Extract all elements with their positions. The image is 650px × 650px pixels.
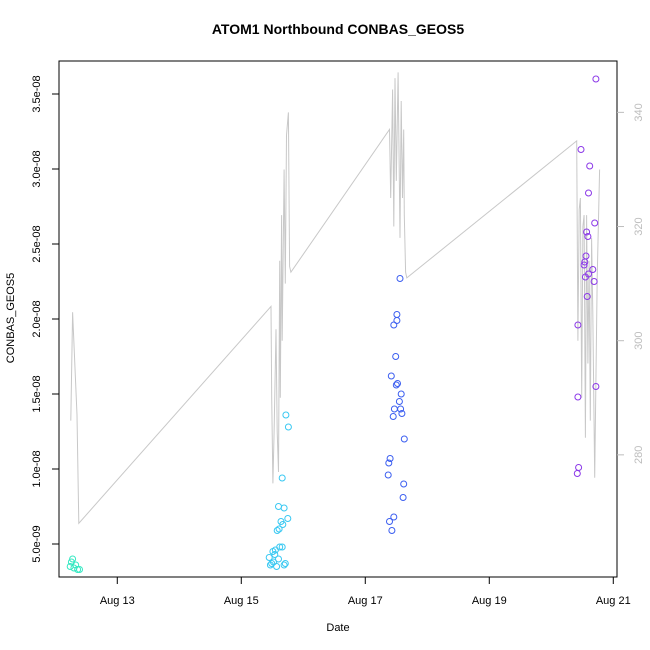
data-point (74, 566, 82, 573)
x-axis: Aug 13 Aug 15 Aug 17 Aug 19 Aug 21 (100, 576, 631, 607)
x-tick-label: Aug 13 (100, 595, 135, 607)
data-point (574, 321, 582, 329)
data-point (386, 455, 394, 462)
secondary-series-line-group (70, 72, 601, 525)
data-point (390, 513, 398, 521)
data-point (72, 561, 80, 569)
x-tick-label: Aug 19 (472, 595, 507, 607)
data-point (583, 293, 591, 300)
y-tick-label: 2.5e-08 (31, 225, 43, 262)
secondary-series-line (70, 72, 601, 525)
data-point (275, 503, 282, 510)
y-tick-label: 2.0e-08 (31, 300, 43, 337)
data-point (590, 278, 598, 285)
data-point (589, 266, 597, 273)
data-point (396, 275, 404, 282)
scatter-points-group (66, 75, 600, 573)
y-axis: 5.0e-09 1.0e-08 1.5e-08 2.0e-08 2.5e-08 3.0e-… (31, 75, 59, 563)
data-point (583, 228, 591, 236)
data-point (397, 405, 405, 413)
data-point (390, 405, 398, 413)
y2-tick-label: 280 (633, 446, 645, 464)
data-point (400, 435, 408, 443)
data-point (275, 555, 282, 563)
data-point (573, 470, 581, 477)
data-point (585, 270, 592, 278)
data-point (575, 464, 583, 471)
data-point (577, 146, 585, 153)
data-point (574, 393, 582, 401)
data-point (384, 471, 392, 479)
y2-tick-label: 320 (633, 217, 645, 235)
data-point (275, 525, 283, 533)
data-point (281, 560, 289, 567)
y-tick-label: 1.5e-08 (31, 375, 43, 412)
x-tick-label: Aug 21 (596, 595, 631, 607)
data-point (268, 560, 276, 567)
data-point (582, 252, 590, 260)
secondary-y-axis: 280 300 320 340 (617, 103, 645, 464)
data-point (273, 563, 281, 570)
data-point (278, 543, 286, 551)
x-tick-label: Aug 15 (224, 595, 259, 607)
data-point (273, 527, 281, 534)
data-point (393, 311, 401, 318)
data-point (284, 423, 292, 431)
data-point (398, 410, 406, 417)
data-point (392, 381, 400, 389)
data-point (400, 480, 408, 488)
data-point (386, 518, 393, 525)
data-point (585, 189, 592, 197)
data-point (393, 317, 401, 324)
plot-frame (58, 60, 618, 578)
data-point (397, 390, 405, 398)
data-point (282, 411, 290, 419)
data-point (399, 494, 407, 501)
data-point (592, 383, 600, 390)
data-point (280, 561, 288, 569)
data-point (278, 474, 286, 482)
data-point (388, 527, 396, 534)
y-axis-label: CONBAS_GEOS5 (5, 273, 17, 363)
data-point (387, 372, 395, 380)
y-tick-label: 1.0e-08 (31, 450, 43, 487)
data-point (395, 398, 403, 405)
x-tick-label: Aug 17 (348, 595, 383, 607)
data-point (394, 380, 401, 387)
data-point (276, 543, 284, 551)
x-axis-label: Date (326, 622, 349, 634)
data-point (385, 459, 393, 467)
y-tick-label: 3.0e-08 (31, 150, 43, 187)
data-point (584, 233, 592, 240)
y2-tick-label: 340 (633, 103, 645, 121)
data-point (591, 219, 599, 227)
data-point (69, 555, 77, 563)
data-point (284, 515, 292, 522)
data-point (279, 521, 287, 528)
data-point (392, 353, 400, 360)
chart-title: ATOM1 Northbound CONBAS_GEOS5 (212, 21, 464, 37)
data-point (76, 566, 83, 573)
data-point (592, 75, 600, 83)
data-point (580, 261, 588, 269)
data-point (265, 554, 273, 561)
y-tick-label: 5.0e-09 (31, 525, 43, 562)
data-point (389, 413, 397, 420)
y-tick-label: 3.5e-08 (31, 75, 43, 112)
data-point (586, 162, 594, 170)
y2-tick-label: 300 (633, 332, 645, 350)
data-point (280, 504, 288, 512)
